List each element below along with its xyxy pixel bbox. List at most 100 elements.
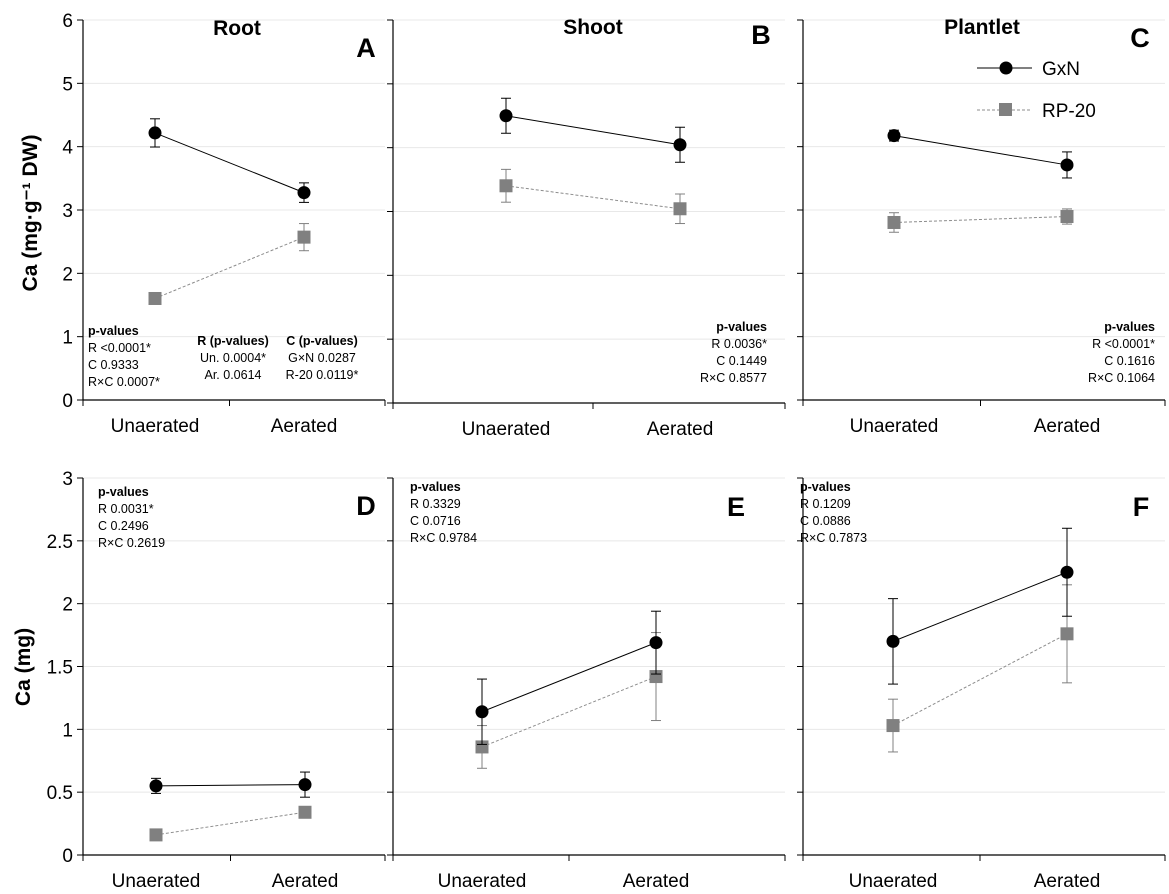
panel-c-title: Plantlet [944, 16, 1020, 39]
panel-e-x-tick-label-unaerated: Unaerated [438, 871, 527, 892]
panel-d-line-rp20 [155, 811, 306, 836]
panel-f-pvalues-line: R 0.1209 [800, 497, 851, 511]
y-axis-label-bottom: Ca (mg) [12, 628, 35, 706]
panel-a-pvalues-line: G×N 0.0287 [288, 351, 356, 365]
panel-c-line-gxn [893, 135, 1068, 166]
panel-c: Unaerated Aerated Plantlet Cp-values R <0.00… [797, 16, 1166, 437]
panel-b-title: Shoot [563, 16, 622, 39]
panel-a-title: Root [213, 17, 261, 40]
panel-f-pvalues-header: p-values [800, 480, 851, 494]
panel-f-pvalues-line: R×C 0.7873 [800, 531, 867, 545]
panel-a-point-rp20 [148, 291, 162, 305]
panel-b: Unaerated Aerated Shoot Bp-values R 0.0036* C… [387, 16, 786, 440]
panel-c-pvalues-line: R <0.0001* [1092, 337, 1155, 351]
panel-d: 0 0.5 1 1.5 2 2.5 3 Unaerated Aerated Dp-values R … [47, 469, 386, 892]
panel-f-x-tick-label-unaerated: Unaerated [849, 871, 938, 892]
panel-b-pvalues-header: p-values [716, 320, 767, 334]
panel-d-pvalues-line: C 0.2496 [98, 519, 149, 533]
panel-f-pvalues-line: C 0.0886 [800, 514, 851, 528]
legend-marker-rp20 [999, 103, 1012, 116]
panel-e-point-gxn [649, 636, 663, 650]
legend-marker-gxn [999, 61, 1013, 75]
panel-a-y-tick-label: 2 [62, 264, 73, 285]
panel-e-pvalues-line: C 0.0716 [410, 514, 461, 528]
panel-d-point-gxn [298, 778, 312, 792]
panel-a-y-tick-label: 4 [62, 138, 73, 159]
panel-a-pvalues-line: R×C 0.0007* [88, 375, 160, 389]
panel-d-y-tick-label: 2.5 [47, 532, 73, 553]
panel-e: Unaerated Aerated Ep-values R 0.3329 C 0.071… [387, 477, 786, 892]
panel-d-pvalues-header: p-values [98, 485, 149, 499]
legend-label-rp20: RP-20 [1042, 101, 1096, 122]
panel-d-y-tick-label: 3 [62, 469, 73, 490]
panel-b-point-rp20 [673, 202, 687, 216]
panel-d-y-tick-label: 1 [62, 720, 73, 741]
panel-d-y-tick-label: 2 [62, 595, 73, 616]
panel-d-x-tick-label-aerated: Aerated [272, 871, 339, 892]
panel-a-pvalues-line: Un. 0.0004* [200, 351, 266, 365]
panel-a-x-tick-label-aerated: Aerated [271, 416, 338, 437]
panel-c-point-gxn [1060, 158, 1074, 172]
panel-a-y-tick-label: 1 [62, 328, 73, 349]
panel-e-pvalues-header: p-values [410, 480, 461, 494]
panel-c-x-tick-label-unaerated: Unaerated [850, 416, 939, 437]
panel-f-point-gxn [886, 634, 900, 648]
panel-c-point-gxn [887, 129, 901, 143]
panel-a-point-gxn [297, 186, 311, 200]
panel-a-pvalues-line: Ar. 0.0614 [205, 368, 262, 382]
panel-b-pvalues-line: R 0.0036* [711, 337, 767, 351]
panel-a-point-gxn [148, 126, 162, 140]
panel-e-point-rp20 [475, 740, 489, 754]
panel-c-point-rp20 [1060, 210, 1074, 224]
panel-b-line-rp20 [505, 185, 681, 210]
panel-a-letter: A [356, 33, 376, 63]
panel-c-pvalues-line: C 0.1616 [1104, 354, 1155, 368]
panel-e-letter: E [727, 492, 745, 522]
panel-a-pvalues-header: R (p-values) [197, 334, 269, 348]
panel-c-pvalues-line: R×C 0.1064 [1088, 371, 1155, 385]
panel-a: 0 1 2 3 4 5 6 Unaerated Aerated Root Ap-values R <0… [62, 11, 386, 437]
panel-b-letter: B [751, 20, 771, 50]
panel-e-line-gxn [481, 642, 657, 713]
panel-d-y-tick-label: 1.5 [47, 658, 73, 679]
panel-a-point-rp20 [297, 230, 311, 244]
panel-c-letter: C [1130, 23, 1150, 53]
panel-b-line-gxn [505, 115, 681, 146]
panel-f-point-rp20 [1060, 627, 1074, 641]
panel-b-pvalues-line: C 0.1449 [716, 354, 767, 368]
panel-b-pvalues-line: R×C 0.8577 [700, 371, 767, 385]
panel-a-pvalues-header: p-values [88, 324, 139, 338]
panel-f-x-tick-label-aerated: Aerated [1034, 871, 1101, 892]
panel-a-pvalues-header: C (p-values) [286, 334, 358, 348]
panel-c-x-tick-label-aerated: Aerated [1034, 416, 1101, 437]
panel-c-line-rp20 [893, 216, 1068, 223]
panel-f-letter: F [1133, 492, 1150, 522]
panel-d-point-gxn [149, 779, 163, 793]
panel-d-point-rp20 [149, 828, 163, 842]
panel-c-pvalues-header: p-values [1104, 320, 1155, 334]
panel-f-line-gxn [892, 571, 1068, 642]
panel-a-pvalues-line: R-20 0.0119* [286, 368, 359, 382]
panel-b-point-gxn [499, 109, 513, 123]
legend-label-gxn: GxN [1042, 59, 1080, 80]
panel-d-point-rp20 [298, 805, 312, 819]
panel-e-line-rp20 [481, 676, 657, 748]
panel-a-y-tick-label: 6 [62, 11, 73, 32]
panel-b-point-gxn [673, 138, 687, 152]
panel-d-y-tick-label: 0 [62, 846, 73, 867]
panel-e-point-rp20 [649, 670, 663, 684]
panel-b-point-rp20 [499, 179, 513, 193]
panel-d-x-tick-label-unaerated: Unaerated [112, 871, 201, 892]
panel-b-x-tick-label-unaerated: Unaerated [462, 419, 551, 440]
y-axis-label-top: Ca (mg·g⁻¹ DW) [19, 135, 42, 292]
panel-a-pvalues-line: C 0.9333 [88, 358, 139, 372]
panel-b-x-tick-label-aerated: Aerated [647, 419, 714, 440]
panel-f-point-gxn [1060, 565, 1074, 579]
panel-a-line-rp20 [154, 236, 305, 299]
panel-c-point-rp20 [887, 215, 901, 229]
panel-d-pvalues-line: R×C 0.2619 [98, 536, 165, 550]
panel-d-pvalues-line: R 0.0031* [98, 502, 154, 516]
panel-a-line-gxn [154, 132, 305, 194]
panel-f: Unaerated Aerated Fp-values R 0.1209 C 0.088… [797, 477, 1166, 892]
